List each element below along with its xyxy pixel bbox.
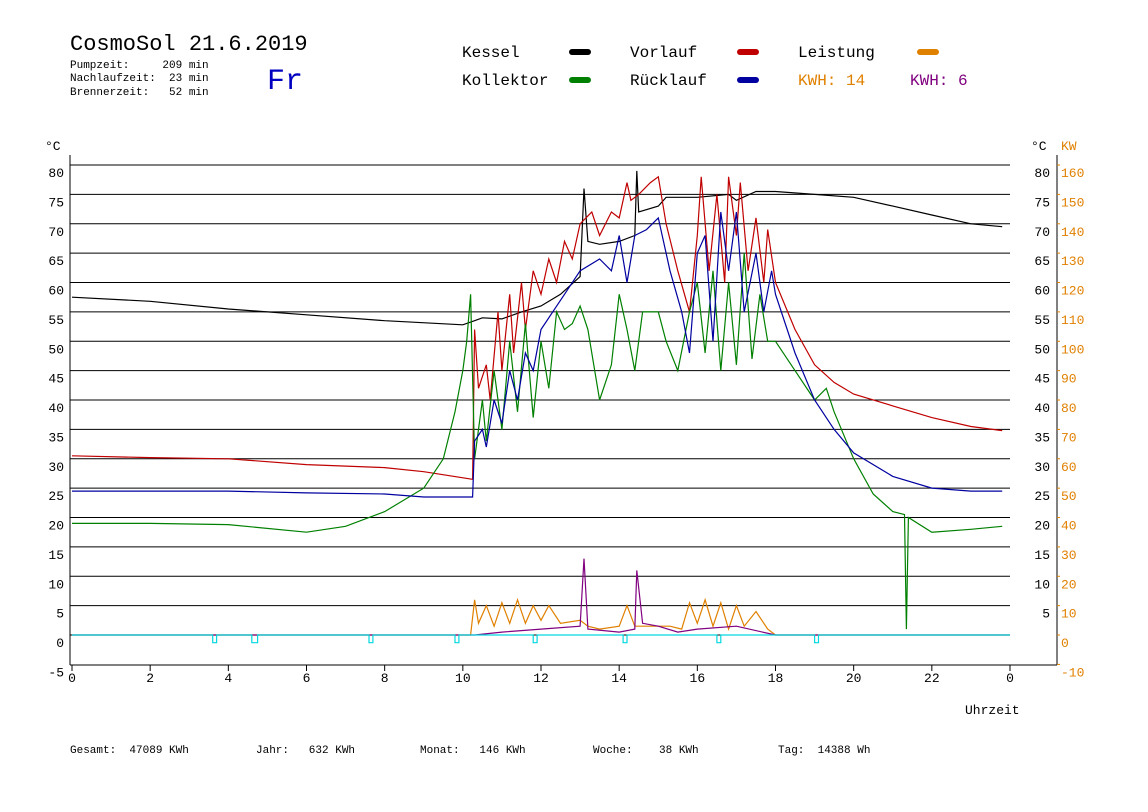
footer-stat: Jahr: 632 KWh <box>256 745 355 757</box>
y-tick-label: 15 <box>48 548 64 563</box>
y2-tick-label: 60 <box>1061 460 1077 475</box>
stat: Brennerzeit: 52 min <box>70 87 209 99</box>
y-tick-label: 5 <box>56 607 64 622</box>
y2-tick-label: -10 <box>1061 665 1084 680</box>
y-tick-label: 30 <box>48 460 64 475</box>
y-tick-label: 75 <box>48 195 64 210</box>
footer-stat: Monat: 146 KWh <box>420 745 526 757</box>
y2-tick-label: 100 <box>1061 342 1084 357</box>
y-tick-label-right: 35 <box>1034 430 1050 445</box>
y2-tick-label: 150 <box>1061 195 1084 210</box>
y-tick-label: 70 <box>48 225 64 240</box>
series-line <box>72 253 1003 630</box>
y2-tick-label: 120 <box>1061 284 1084 299</box>
series-line <box>72 597 1010 636</box>
legend-label: Kollektor <box>462 72 548 90</box>
x-tick-label: 8 <box>381 671 389 686</box>
y-tick-label-right: 75 <box>1034 195 1050 210</box>
y-tick-label: -5 <box>48 665 64 680</box>
x-tick-label: 12 <box>533 671 549 686</box>
y-tick-label-right: 15 <box>1034 548 1050 563</box>
y-tick-label-right: 80 <box>1034 166 1050 181</box>
y-tick-label: 80 <box>48 166 64 181</box>
y-tick-label-right: 20 <box>1034 519 1050 534</box>
y2-tick-label: 40 <box>1061 519 1077 534</box>
stat: Nachlaufzeit: 23 min <box>70 73 209 85</box>
series-line <box>71 170 1003 326</box>
x-tick-label: 22 <box>924 671 940 686</box>
y2-tick-label: 90 <box>1061 372 1077 387</box>
y-tick-label: 55 <box>48 313 64 328</box>
y-tick-label: 25 <box>48 489 64 504</box>
y2-tick-label: 0 <box>1061 636 1069 651</box>
series-line <box>71 175 1003 480</box>
y2-tick-label: 30 <box>1061 548 1077 563</box>
legend-label: Leistung <box>798 44 875 62</box>
y-tick-label-right: 5 <box>1042 607 1050 622</box>
x-tick-label: 4 <box>224 671 232 686</box>
weekday: Fr <box>267 65 303 99</box>
series-line <box>72 634 1010 644</box>
stat: Pumpzeit: 209 min <box>70 60 209 72</box>
x-tick-label: 10 <box>455 671 471 686</box>
y2-unit: KW <box>1061 139 1077 154</box>
x-tick-label: 0 <box>68 671 76 686</box>
x-tick-label: 14 <box>611 671 627 686</box>
y2-tick-label: 10 <box>1061 607 1077 622</box>
y-tick-label-right: 45 <box>1034 372 1050 387</box>
y-tick-label: 10 <box>48 577 64 592</box>
footer-stat: Tag: 14388 Wh <box>778 745 870 757</box>
y-tick-label: 0 <box>56 636 64 651</box>
y-tick-label: 35 <box>48 430 64 445</box>
y2-tick-label: 70 <box>1061 430 1077 445</box>
y-tick-label-right: 10 <box>1034 577 1050 592</box>
y-unit-right: °C <box>1031 139 1047 154</box>
y-tick-label: 45 <box>48 372 64 387</box>
x-tick-label: 2 <box>146 671 154 686</box>
y-tick-label-right: 70 <box>1034 225 1050 240</box>
y-tick-label-right: 65 <box>1034 254 1050 269</box>
chart-title: CosmoSol 21.6.2019 <box>70 32 308 57</box>
legend-label: Vorlauf <box>630 44 697 62</box>
y2-tick-label: 160 <box>1061 166 1084 181</box>
x-tick-label: 20 <box>846 671 862 686</box>
x-axis-label: Uhrzeit <box>965 703 1020 718</box>
legend-label: Kessel <box>462 44 520 62</box>
y2-tick-label: 140 <box>1061 225 1084 240</box>
y2-tick-label: 80 <box>1061 401 1077 416</box>
y-tick-label: 50 <box>48 342 64 357</box>
y-tick-label-right: 25 <box>1034 489 1050 504</box>
y2-tick-label: 50 <box>1061 489 1077 504</box>
y2-tick-label: 20 <box>1061 577 1077 592</box>
y-unit: °C <box>45 139 61 154</box>
y-tick-label-right: 50 <box>1034 342 1050 357</box>
x-tick-label: 0 <box>1006 671 1014 686</box>
x-tick-label: 16 <box>690 671 706 686</box>
footer-stat: Woche: 38 KWh <box>593 745 699 757</box>
y-tick-label: 65 <box>48 254 64 269</box>
kwh-label: KWH: 14 <box>798 72 865 90</box>
series-line <box>72 211 1003 498</box>
y-tick-label: 40 <box>48 401 64 416</box>
legend-label: Rücklauf <box>630 72 707 90</box>
x-tick-label: 6 <box>303 671 311 686</box>
y-tick-label: 20 <box>48 519 64 534</box>
y2-tick-label: 110 <box>1061 313 1084 328</box>
x-tick-label: 18 <box>768 671 784 686</box>
y-tick-label-right: 30 <box>1034 460 1050 475</box>
y-tick-label-right: 55 <box>1034 313 1050 328</box>
footer-stat: Gesamt: 47089 KWh <box>70 745 189 757</box>
y-tick-label-right: 40 <box>1034 401 1050 416</box>
y-tick-label: 60 <box>48 284 64 299</box>
series-line <box>72 558 1010 636</box>
y-tick-label-right: 60 <box>1034 284 1050 299</box>
kwh-label: KWH: 6 <box>910 72 968 90</box>
y2-tick-label: 130 <box>1061 254 1084 269</box>
